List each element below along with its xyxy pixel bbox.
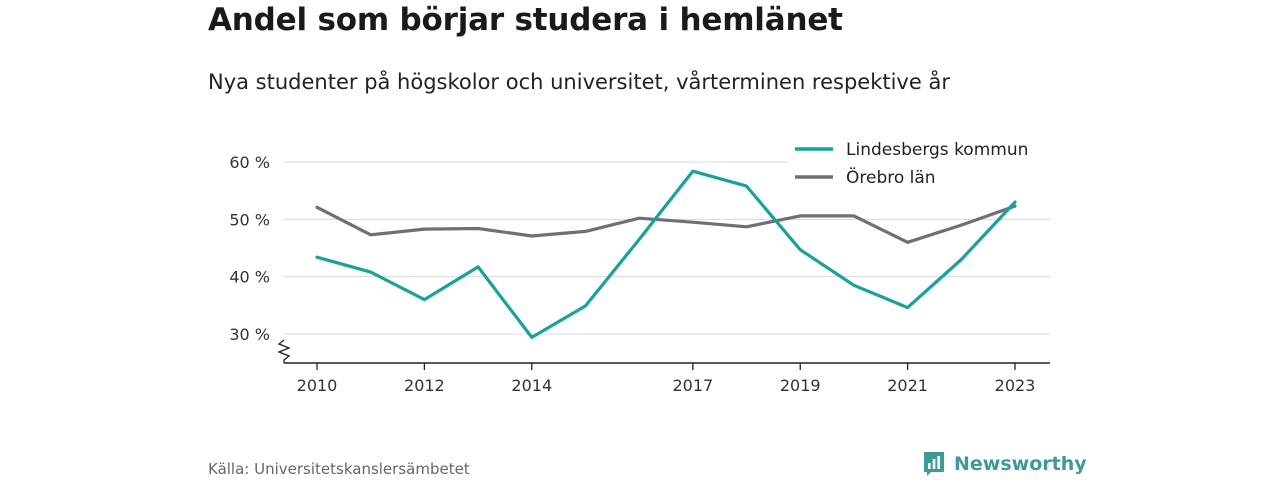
x-tick-label: 2012 [404,376,445,395]
series-lines [315,169,1017,339]
series-line [315,169,1017,339]
y-tick-label: 60 % [229,153,270,172]
x-tick-label: 2023 [995,376,1036,395]
legend-label: Lindesbergs kommun [846,140,1028,160]
x-tick-label: 2019 [780,376,821,395]
x-tick-label: 2010 [297,376,338,395]
x-tick-label: 2021 [887,376,928,395]
x-tick-label: 2017 [672,376,713,395]
x-axis-ticks: 2010 2012 2014 2017 2019 2021 2023 [297,363,1036,395]
y-tick-label: 30 % [229,325,270,344]
axis-break-mark [277,339,291,363]
source-note: Källa: Universitetskanslersämbetet [208,460,470,478]
bar-chart-icon [924,452,944,476]
y-axis-ticks: 30 % 40 % 50 % 60 % [229,153,270,344]
y-tick-label: 50 % [229,210,270,229]
x-axis [277,339,1050,364]
brand-logo: Newsworthy [922,451,1087,477]
x-tick-label: 2014 [511,376,552,395]
brand-name: Newsworthy [954,453,1087,475]
series-line [315,204,1017,244]
chart-subtitle: Nya studenter på högskolor och universit… [208,70,950,94]
legend-background [788,133,1050,191]
legend-label: Örebro län [846,166,936,188]
chart-title: Andel som börjar studera i hemlänet [208,2,843,38]
y-tick-label: 40 % [229,268,270,287]
legend: Lindesbergs kommun Örebro län [788,133,1050,191]
